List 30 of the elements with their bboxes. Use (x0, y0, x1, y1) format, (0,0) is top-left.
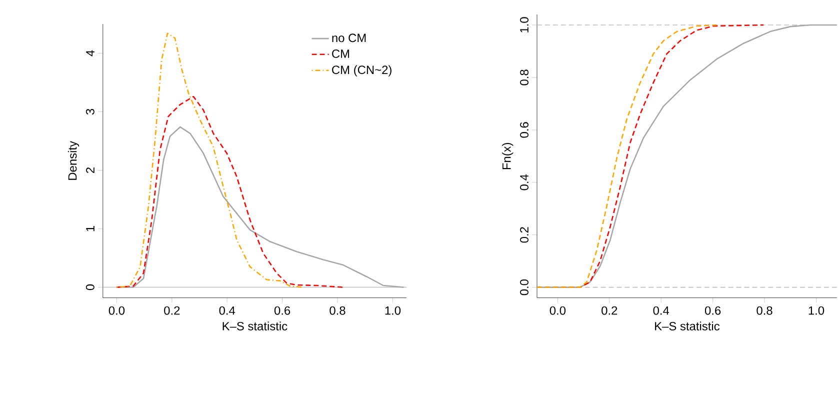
x-tick-label: 0.0 (108, 306, 125, 315)
y-axis-title: Fn(x) (502, 142, 514, 170)
y-tick-label: 0.4 (520, 174, 528, 190)
y-tick-label: 0.8 (520, 70, 528, 86)
x-tick-label: 0.2 (602, 306, 618, 315)
y-tick-label: 3 (86, 108, 94, 115)
y-tick-label: 4 (86, 50, 94, 56)
y-tick-label: 2 (86, 168, 94, 173)
y-axis-title: Density (68, 140, 80, 180)
y-tick-label: 0 (86, 284, 94, 290)
x-axis-title: K–S statistic (655, 322, 720, 330)
y-tick-label: 0.0 (520, 279, 528, 296)
legend-label: no CM (332, 34, 366, 42)
legend-label: CM (CN~2) (332, 65, 392, 76)
x-tick-label: 0.8 (756, 306, 772, 315)
x-tick-label: 0.2 (164, 306, 180, 315)
y-tick-label: 0.2 (520, 227, 528, 243)
y-tick-label: 1 (86, 226, 94, 232)
x-tick-label: 1.0 (808, 306, 824, 315)
x-axis-title: K–S statistic (222, 322, 288, 330)
x-tick-label: 0.4 (653, 306, 670, 315)
x-tick-label: 0.6 (274, 306, 290, 315)
y-tick-label: 0.6 (520, 122, 528, 138)
y-tick-label: 1.0 (520, 17, 528, 32)
x-tick-label: 0.0 (550, 306, 566, 315)
x-tick-label: 0.6 (704, 306, 721, 315)
x-tick-label: 0.8 (330, 306, 346, 315)
x-tick-label: 0.4 (219, 306, 236, 315)
x-tick-label: 1.0 (385, 306, 401, 315)
legend-label: CM (332, 49, 350, 58)
